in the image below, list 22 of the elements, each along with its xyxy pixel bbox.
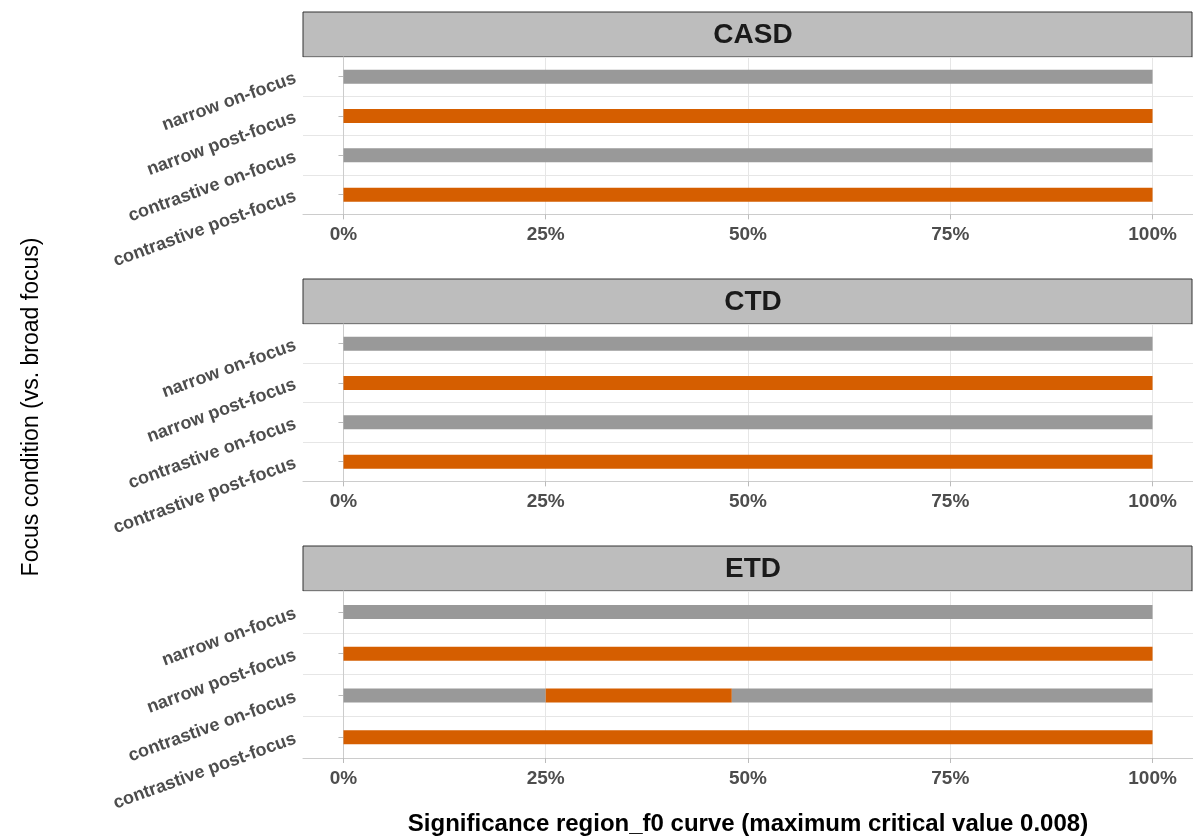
x-tick-label: 25% [526, 223, 565, 245]
x-tick-label: 25% [526, 767, 565, 788]
x-tick-label: 100% [1128, 223, 1177, 245]
x-tick-label: 75% [931, 490, 970, 512]
x-tick-label: 0% [329, 490, 358, 512]
x-tick-label: 75% [931, 767, 970, 788]
x-tick-label: 25% [526, 490, 565, 512]
x-tick-label: 100% [1128, 767, 1177, 788]
x-tick-label: 0% [329, 223, 358, 245]
x-axis-title: Significance region_f0 curve (maximum critical value 0.008) [407, 808, 1089, 836]
bar [545, 688, 732, 703]
x-tick-label: 0% [329, 767, 358, 788]
chart-title: CTD [724, 284, 782, 316]
x-tick-label: 50% [728, 223, 768, 245]
chart-title: CASD [713, 17, 793, 49]
chart-title: ETD [725, 551, 781, 583]
x-tick-label: 50% [728, 767, 768, 788]
x-tick-label: 100% [1128, 490, 1177, 512]
x-tick-label: 50% [728, 490, 768, 512]
x-tick-label: 75% [931, 223, 970, 245]
bar [731, 688, 1153, 703]
y-axis-title: Focus condition (vs. broad focus) [16, 237, 44, 577]
